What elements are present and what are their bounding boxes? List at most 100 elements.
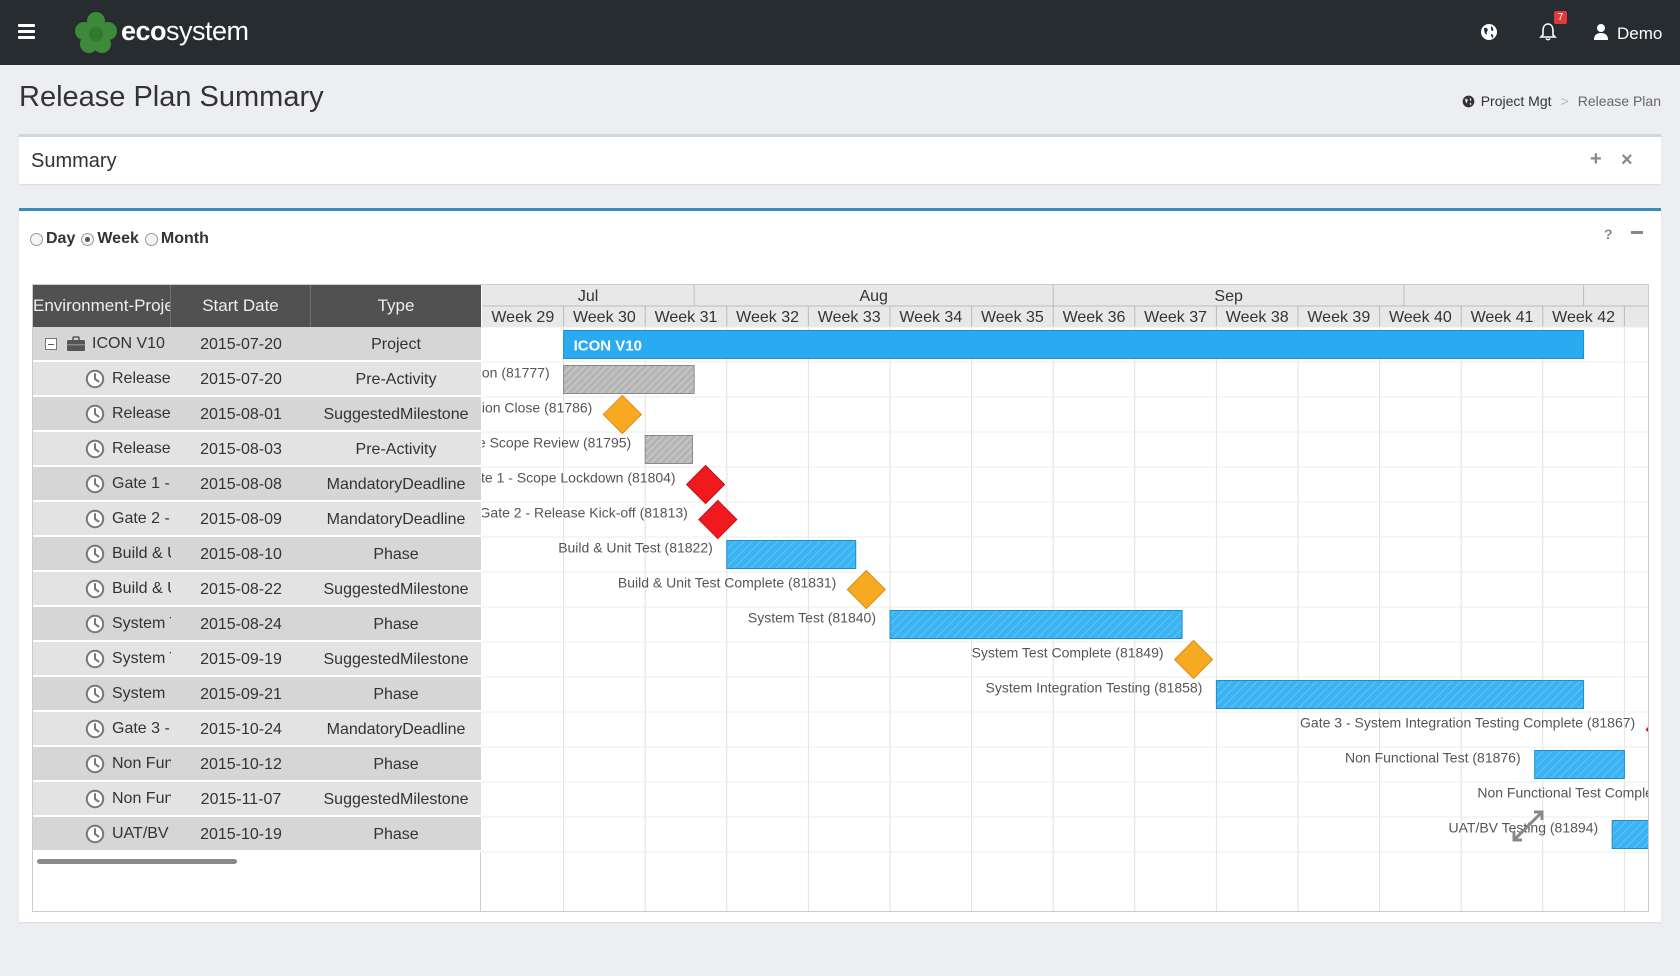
- column-header-type[interactable]: Type: [377, 296, 415, 315]
- pre-activity-bar[interactable]: [563, 365, 695, 394]
- task-name: Non Functional Test Complete: [112, 789, 171, 807]
- cell-name[interactable]: Release Registration Close: [33, 397, 171, 430]
- collapse-toggle-icon[interactable]: [45, 337, 57, 350]
- cell-name[interactable]: Build & Unit Test: [33, 537, 171, 570]
- phase-bar[interactable]: [1215, 680, 1585, 709]
- cell-name[interactable]: Release Registration: [33, 362, 171, 395]
- table-row[interactable]: UAT/BV Testing 2015-10-19 Phase: [33, 817, 481, 852]
- page-title: Release Plan Summary: [19, 81, 324, 113]
- cell-type[interactable]: SuggestedMilestone: [323, 791, 469, 808]
- cell-name[interactable]: Release Scope Review: [33, 432, 171, 465]
- user-menu[interactable]: Demo: [1617, 24, 1663, 43]
- cell-type[interactable]: Phase: [373, 616, 419, 633]
- scale-radio-week[interactable]: [81, 232, 95, 246]
- cell-type[interactable]: Phase: [373, 826, 419, 843]
- scale-radio-month[interactable]: [144, 232, 158, 246]
- logo-text[interactable]: ecosystem: [121, 16, 249, 46]
- collapse-panel-button[interactable]: [1631, 231, 1643, 234]
- cell-name[interactable]: System Test: [33, 607, 171, 640]
- project-bar[interactable]: [563, 330, 1585, 359]
- table-row[interactable]: Release Scope Review 2015-08-03 Pre-Activi…: [33, 432, 481, 467]
- cell-start-date[interactable]: 2015-08-08: [200, 476, 282, 493]
- scale-label-day[interactable]: Day: [46, 230, 76, 247]
- suggested-milestone[interactable]: [602, 394, 643, 435]
- pre-activity-bar[interactable]: [644, 435, 694, 464]
- resize-handle-icon[interactable]: [1512, 810, 1544, 842]
- cell-type[interactable]: MandatoryDeadline: [326, 476, 466, 493]
- cell-type[interactable]: SuggestedMilestone: [323, 651, 469, 668]
- phase-bar[interactable]: [1534, 750, 1625, 779]
- cell-type[interactable]: SuggestedMilestone: [323, 581, 469, 598]
- cell-start-date[interactable]: 2015-08-03: [200, 441, 282, 458]
- expand-button[interactable]: +: [1590, 148, 1602, 170]
- cell-start-date[interactable]: 2015-09-19: [200, 651, 282, 668]
- cell-name[interactable]: UAT/BV Testing: [33, 817, 171, 850]
- cell-name[interactable]: ICON V10: [33, 327, 171, 360]
- cell-start-date[interactable]: 2015-07-20: [200, 371, 282, 388]
- cell-name[interactable]: Non Functional Test Complete: [33, 782, 171, 815]
- cell-start-date[interactable]: 2015-08-10: [200, 546, 282, 563]
- cell-start-date[interactable]: 2015-10-19: [200, 826, 282, 843]
- mandatory-milestone[interactable]: [1645, 711, 1649, 749]
- table-row[interactable]: Non Functional Test Complete 2015-11-07 Su…: [33, 782, 481, 817]
- table-row[interactable]: Build & Unit Test Complete 2015-08-22 Sugg…: [33, 572, 481, 607]
- cell-start-date[interactable]: 2015-08-01: [200, 406, 282, 423]
- horizontal-scrollbar[interactable]: [37, 859, 237, 864]
- cell-type[interactable]: Phase: [373, 686, 419, 703]
- cell-name[interactable]: System Test Complete: [33, 642, 171, 675]
- column-header-environment[interactable]: Environment-Project: [33, 285, 171, 327]
- cell-type[interactable]: MandatoryDeadline: [326, 511, 466, 528]
- cell-type[interactable]: Pre-Activity: [355, 441, 437, 458]
- mandatory-milestone[interactable]: [685, 464, 726, 505]
- table-row[interactable]: Gate 1 - Scope Lockdown 2015-08-08 Mandato…: [33, 467, 481, 502]
- close-button[interactable]: ×: [1621, 149, 1633, 171]
- table-row[interactable]: System Test 2015-08-24 Phase: [33, 607, 481, 642]
- scale-radio-day[interactable]: [30, 232, 43, 246]
- table-row[interactable]: ICON V10 2015-07-20 Project: [33, 327, 481, 362]
- cell-start-date[interactable]: 2015-08-22: [200, 581, 282, 598]
- cell-name[interactable]: Build & Unit Test Complete: [33, 572, 171, 605]
- cell-start-date[interactable]: 2015-10-12: [200, 756, 282, 773]
- phase-bar[interactable]: [726, 540, 857, 569]
- cell-start-date[interactable]: 2015-09-21: [200, 686, 282, 703]
- cell-start-date[interactable]: 2015-08-09: [200, 511, 282, 528]
- user-icon[interactable]: [1591, 22, 1611, 42]
- globe-icon[interactable]: [1479, 22, 1499, 42]
- breadcrumb-parent[interactable]: Project Mgt: [1480, 93, 1552, 109]
- phase-bar[interactable]: [1611, 820, 1649, 849]
- column-header-start-date[interactable]: Start Date: [171, 285, 311, 327]
- cell-start-date[interactable]: 2015-11-07: [200, 791, 282, 808]
- cell-start-date[interactable]: 2015-07-20: [200, 336, 282, 353]
- cell-type[interactable]: SuggestedMilestone: [323, 406, 469, 423]
- table-row[interactable]: Build & Unit Test 2015-08-10 Phase: [33, 537, 481, 572]
- table-row[interactable]: Release Registration 2015-07-20 Pre-Activi…: [33, 362, 481, 397]
- scale-label-week[interactable]: Week: [97, 230, 139, 247]
- cell-type[interactable]: Pre-Activity: [355, 371, 437, 388]
- suggested-milestone[interactable]: [1173, 639, 1214, 680]
- clover-logo-icon[interactable]: [72, 9, 120, 57]
- table-row[interactable]: Gate 3 - System Integration Testing Comp…: [33, 712, 481, 747]
- cell-type[interactable]: Project: [371, 336, 421, 353]
- cell-type[interactable]: Phase: [373, 756, 419, 773]
- cell-start-date[interactable]: 2015-10-24: [200, 721, 282, 738]
- table-row[interactable]: Gate 2 - Release Kick-off 2015-08-09 Manda…: [33, 502, 481, 537]
- cell-type[interactable]: MandatoryDeadline: [326, 721, 466, 738]
- scale-label-month[interactable]: Month: [160, 230, 209, 247]
- bell-icon[interactable]: [1538, 22, 1558, 42]
- table-row[interactable]: System Test Complete 2015-09-19 SuggestedM…: [33, 642, 481, 677]
- cell-name[interactable]: Non Functional Test: [33, 747, 171, 780]
- suggested-milestone[interactable]: [846, 569, 887, 610]
- help-button[interactable]: ?: [1604, 226, 1613, 242]
- cell-start-date[interactable]: 2015-08-24: [200, 616, 282, 633]
- menu-icon[interactable]: [18, 24, 35, 39]
- table-row[interactable]: Release Registration Close 2015-08-01 Sugg…: [33, 397, 481, 432]
- cell-name[interactable]: System Integration Testing: [33, 677, 171, 710]
- cell-name[interactable]: Gate 3 - System Integration Testing Comp…: [33, 712, 171, 745]
- table-row[interactable]: Non Functional Test 2015-10-12 Phase: [33, 747, 481, 782]
- cell-name[interactable]: Gate 2 - Release Kick-off: [33, 502, 171, 535]
- phase-bar[interactable]: [889, 610, 1183, 639]
- table-row[interactable]: System Integration Testing 2015-09-21 Phas…: [33, 677, 481, 712]
- cell-type[interactable]: Phase: [373, 546, 419, 563]
- mandatory-milestone[interactable]: [698, 499, 738, 540]
- cell-name[interactable]: Gate 1 - Scope Lockdown: [33, 467, 171, 500]
